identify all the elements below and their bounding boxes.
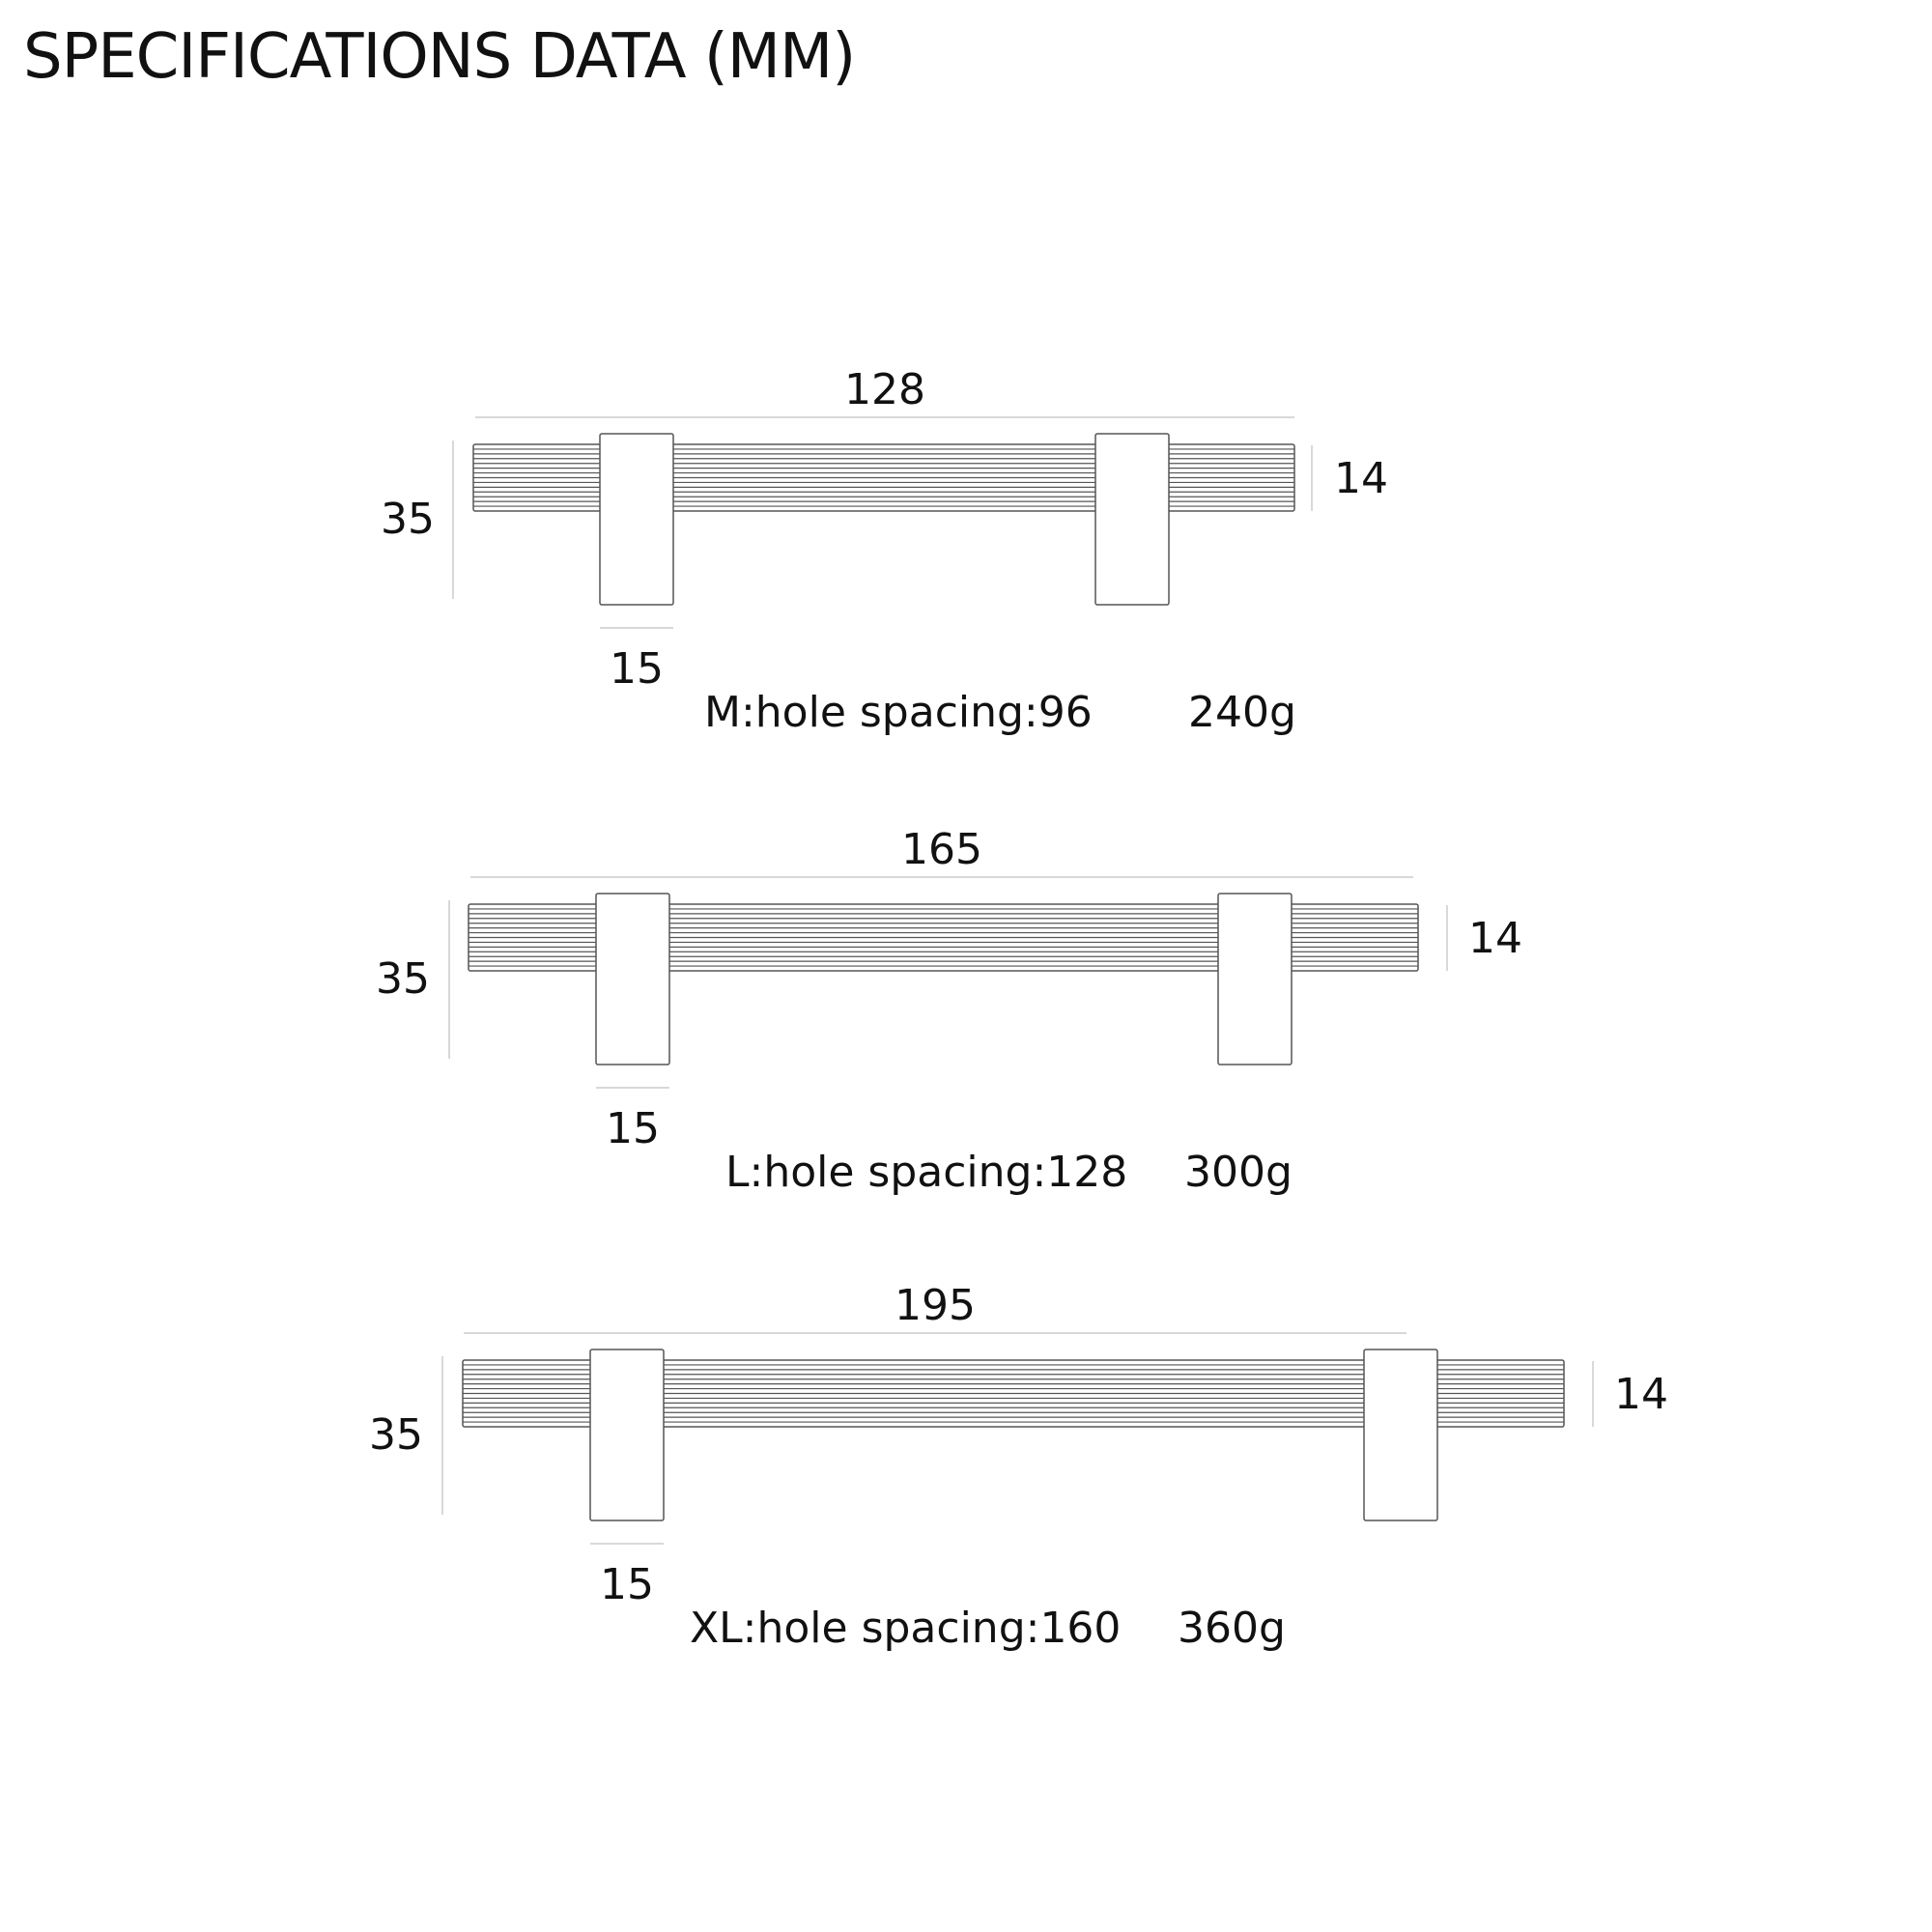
handle-post bbox=[1217, 893, 1293, 1065]
handle-post bbox=[1363, 1349, 1438, 1521]
post-width-label: 15 bbox=[600, 1560, 654, 1609]
hole-spacing-caption: L:hole spacing:128 bbox=[725, 1148, 1127, 1197]
post-width-label: 15 bbox=[610, 644, 664, 694]
hole-spacing-caption: XL:hole spacing:160 bbox=[690, 1604, 1121, 1653]
length-label: 165 bbox=[901, 825, 982, 874]
height-label: 35 bbox=[369, 1410, 423, 1460]
page-title: SPECIFICATIONS DATA (MM) bbox=[23, 21, 856, 93]
handle-xl: 195 35 14 15 XL:hole spacing:160 360g bbox=[369, 1281, 1668, 1653]
handle-post bbox=[595, 893, 670, 1065]
handle-l: 165 35 14 15 L:hole spacing:128 300g bbox=[376, 825, 1522, 1197]
thickness-label: 14 bbox=[1468, 914, 1522, 963]
handle-post bbox=[1094, 433, 1170, 606]
weight-label: 360g bbox=[1178, 1604, 1286, 1653]
weight-label: 240g bbox=[1188, 688, 1296, 737]
height-label: 35 bbox=[376, 954, 430, 1004]
handle-m: 128 35 14 15 M:hole spacing:96 240g bbox=[381, 365, 1388, 737]
length-label: 128 bbox=[844, 365, 925, 414]
hole-spacing-caption: M:hole spacing:96 bbox=[704, 688, 1093, 737]
thickness-label: 14 bbox=[1614, 1370, 1668, 1419]
handle-post bbox=[589, 1349, 665, 1521]
length-label: 195 bbox=[895, 1281, 976, 1330]
weight-label: 300g bbox=[1184, 1148, 1293, 1197]
height-label: 35 bbox=[381, 495, 435, 544]
thickness-label: 14 bbox=[1334, 454, 1388, 503]
handle-post bbox=[599, 433, 674, 606]
post-width-label: 15 bbox=[606, 1104, 660, 1153]
